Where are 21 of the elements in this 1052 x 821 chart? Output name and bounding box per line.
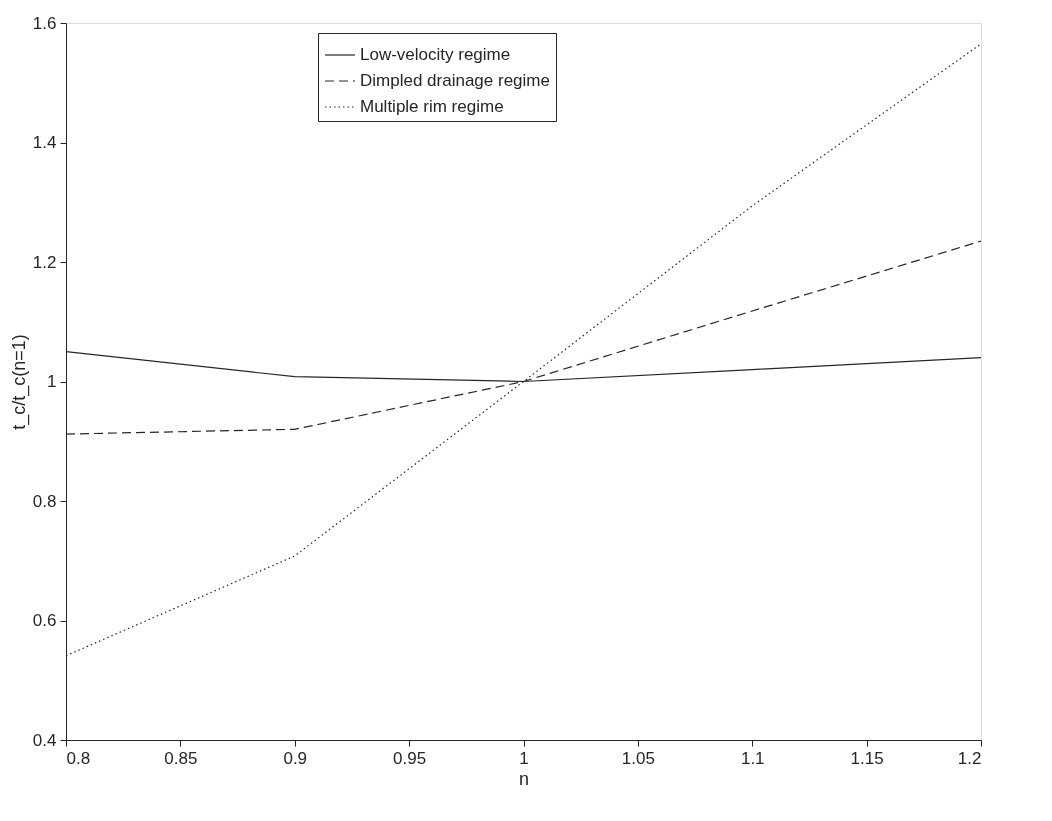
x-tick-label: 1.15 — [850, 748, 884, 768]
x-tick-label: 1.1 — [740, 748, 765, 768]
legend-label: Multiple rim regime — [360, 97, 504, 116]
x-tick-label: 1 — [519, 748, 529, 768]
y-tick-label: 0.8 — [32, 491, 57, 511]
y-axis-title: t_c/t_c(n=1) — [8, 334, 30, 430]
x-tick-label: 0.8 — [66, 748, 91, 768]
y-tick-label: 1 — [47, 372, 57, 391]
y-tick-label: 1.4 — [32, 133, 57, 152]
x-axis-title: n — [518, 768, 530, 789]
y-tick-label: 0.4 — [32, 730, 57, 750]
x-tick-label: 0.95 — [393, 748, 427, 768]
legend-label: Low-velocity regime — [360, 45, 511, 64]
y-tick-label: 1.6 — [32, 13, 57, 33]
x-tick-label: 0.9 — [283, 748, 308, 768]
x-tick-label: 1.2 — [957, 748, 982, 768]
x-tick-label: 1.05 — [621, 748, 655, 768]
x-tick-label: 0.85 — [164, 748, 198, 768]
legend-label: Dimpled drainage regime — [360, 71, 550, 90]
y-tick-label: 0.6 — [32, 611, 57, 630]
y-tick-label: 1.2 — [32, 252, 57, 272]
